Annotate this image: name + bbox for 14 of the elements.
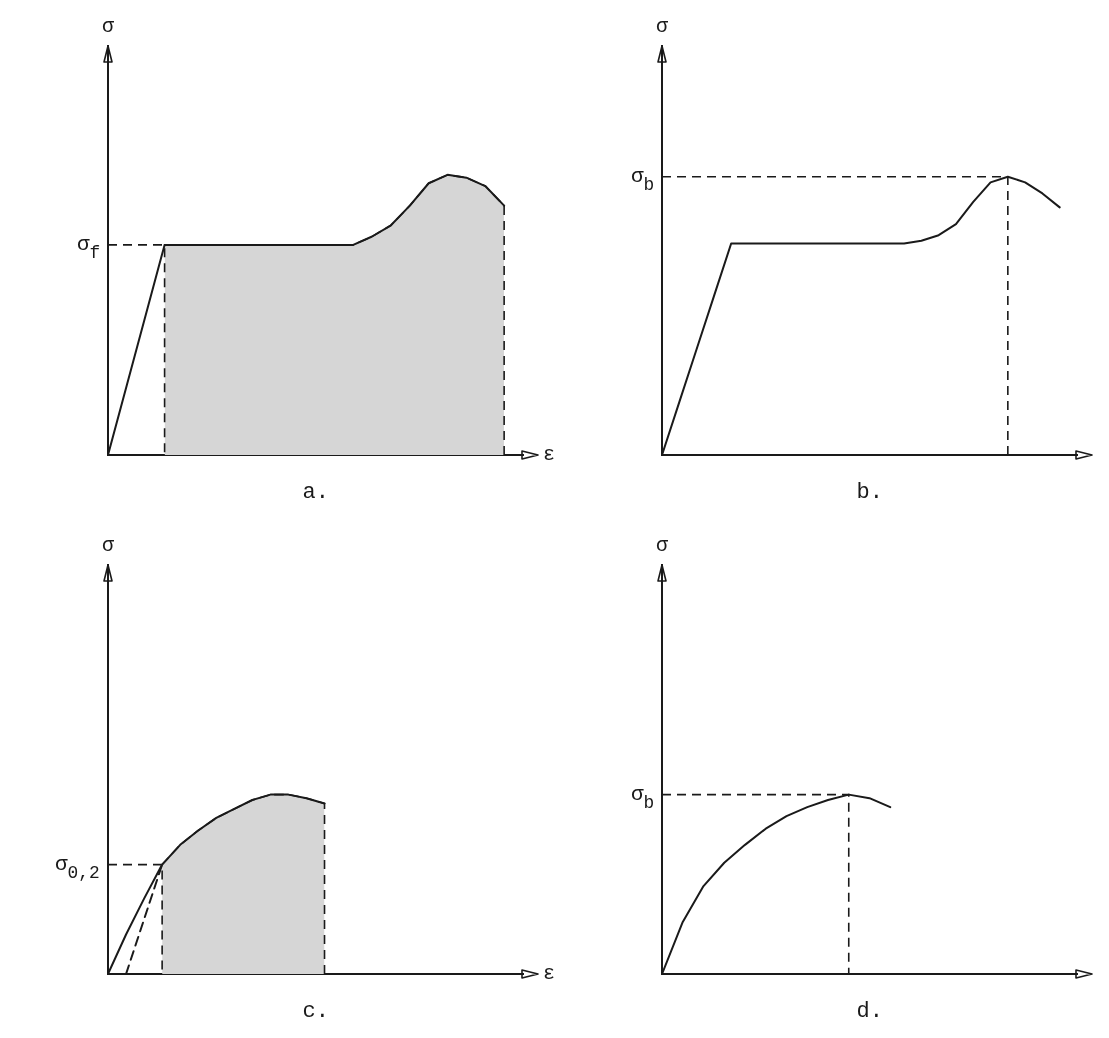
ref-line-label: σ$_{b}$ [631,782,655,813]
text: c. [302,999,329,1025]
ref-line-label: σ$_{b}$ [631,164,655,195]
y-axis-title: σ [102,15,115,38]
text: b. [856,480,883,506]
y-axis-title: σ [656,534,669,557]
x-axis-title: ε [543,962,556,985]
ref-line-label: σ$_{0,2}$ [55,852,100,883]
text: d. [856,999,883,1025]
x-axis-title: ε [543,443,556,466]
ref-line-label: σ$_{f}$ [77,232,101,263]
y-axis-title: σ [656,15,669,38]
text: a. [302,480,329,506]
y-axis-title: σ [102,534,115,557]
